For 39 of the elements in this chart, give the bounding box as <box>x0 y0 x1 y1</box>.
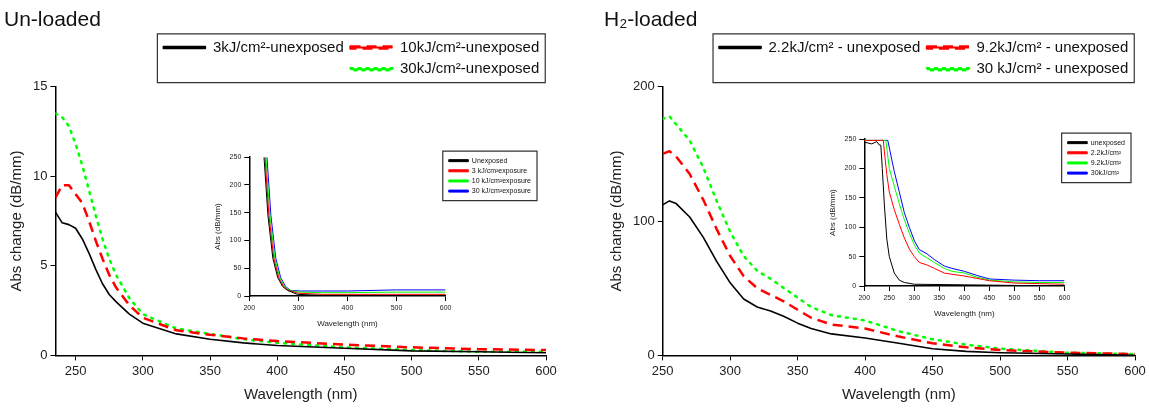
x-tick-label: 250 <box>651 362 674 378</box>
y-axis-title: Abs (dB/mm) <box>828 188 837 236</box>
y-tick-label: 200 <box>632 78 655 94</box>
x-axis-title: Wavelength (nm) <box>317 319 379 329</box>
y-axis-title: Abs change (dB/mm) <box>7 150 25 292</box>
x-tick-label: 400 <box>854 362 876 378</box>
x-axis-title: Wavelength (nm) <box>934 309 996 319</box>
legend-label: 9.2kJ/cm² - unexposed <box>976 37 1129 55</box>
x-tick-label: 300 <box>719 362 742 378</box>
chart-title: Un-loaded <box>4 7 101 31</box>
y-tick-label: 5 <box>40 257 48 273</box>
y-tick-label: 0 <box>647 346 655 362</box>
x-tick-label: 600 <box>1124 362 1146 378</box>
x-axis-title: Wavelength (nm) <box>842 385 956 403</box>
y-axis-title: Abs (dB/mm) <box>213 202 222 250</box>
legend-label: 10kJ/cm²-unexposed <box>400 37 540 55</box>
x-tick-label: 550 <box>1056 362 1079 378</box>
chart-title: H₂-loaded <box>604 7 698 31</box>
x-tick-label: 250 <box>64 362 87 378</box>
y-tick-label: 15 <box>32 78 48 94</box>
y-tick-label: 100 <box>632 212 655 228</box>
x-tick-label: 400 <box>266 362 289 378</box>
x-tick-label: 450 <box>333 362 356 378</box>
legend-label: 2.2kJ/cm² - unexposed <box>768 37 921 55</box>
y-tick-label: 10 <box>32 167 48 183</box>
x-tick-label: 450 <box>921 362 944 378</box>
legend-label: 30kJ/cm²-unexposed <box>400 59 540 77</box>
x-tick-label: 550 <box>467 362 490 378</box>
legend-label: 3kJ/cm²-unexposed <box>212 37 344 55</box>
x-tick-label: 500 <box>400 362 423 378</box>
legend-label: 30 kJ/cm² - unexposed <box>976 59 1129 77</box>
x-axis-title: Wavelength (nm) <box>243 385 358 403</box>
x-tick-label: 350 <box>786 362 809 378</box>
x-tick-label: 600 <box>535 362 557 378</box>
y-axis-title: Abs change (dB/mm) <box>607 150 625 292</box>
y-tick-label: 0 <box>40 346 48 362</box>
x-tick-label: 350 <box>199 362 221 378</box>
x-tick-label: 500 <box>989 362 1011 378</box>
x-tick-label: 300 <box>131 362 154 378</box>
